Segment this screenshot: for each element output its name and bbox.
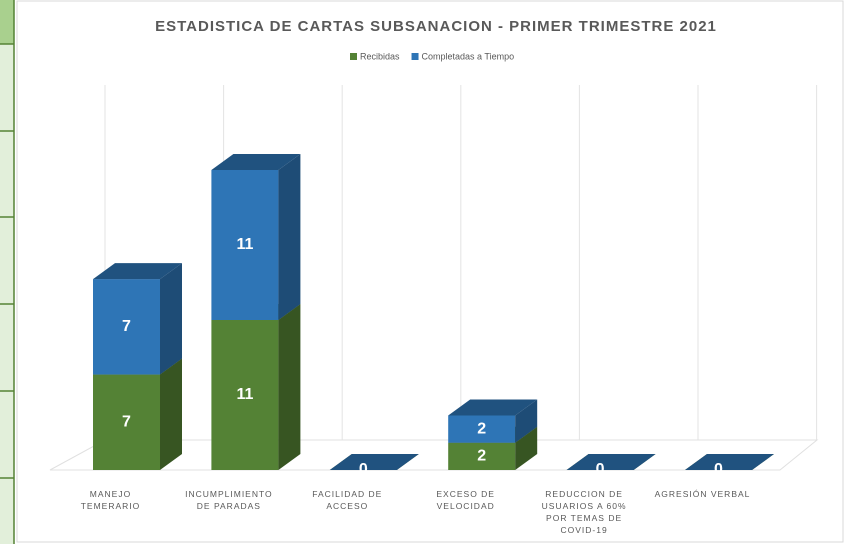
data-label: 0 <box>714 461 723 478</box>
data-label: 11 <box>236 386 253 403</box>
legend-label: Recibidas <box>360 51 400 61</box>
data-label: 7 <box>122 413 131 430</box>
bar-side <box>160 358 182 470</box>
bar-side <box>278 154 301 320</box>
sheet-strip <box>0 0 14 544</box>
bar-top <box>93 263 182 280</box>
bar-top <box>329 454 419 470</box>
x-tick-label: EXCESO DE VELOCIDAD <box>436 489 495 511</box>
sheet-cells <box>0 0 15 544</box>
bar-front <box>211 170 279 320</box>
legend-swatch <box>411 53 419 60</box>
x-tick-label: AGRESIÓN VERBAL <box>654 489 751 499</box>
bar-front <box>211 320 279 470</box>
x-tick-label: INCUMPLIMIENTO DE PARADAS <box>185 489 273 511</box>
data-label: 0 <box>359 461 368 478</box>
data-label: 7 <box>122 318 131 335</box>
legend-label: Completadas a Tiempo <box>422 51 515 61</box>
bar-side <box>515 399 538 443</box>
bar-front <box>93 374 160 470</box>
bar-top <box>685 454 774 470</box>
bar-front <box>448 415 516 443</box>
bar-side <box>515 426 538 470</box>
x-tick-label: REDUCCION DE USUARIOS A 60% POR TEMAS DE… <box>541 489 627 535</box>
chart-title: ESTADISTICA DE CARTAS SUBSANACION - PRIM… <box>155 18 717 35</box>
legend-swatch <box>350 53 357 60</box>
bar-top <box>448 399 538 416</box>
data-label: 11 <box>236 236 253 253</box>
data-label: 0 <box>596 461 605 478</box>
bar-top <box>211 154 301 170</box>
bar-front <box>448 442 516 470</box>
sheet-cell <box>0 0 14 44</box>
x-tick-label: FACILIDAD DE ACCESO <box>312 489 383 511</box>
bar-front <box>93 279 160 375</box>
bar-top <box>566 454 656 470</box>
bar-side <box>278 304 301 470</box>
x-tick-label: MANEJO TEMERARIO <box>80 489 141 511</box>
bar-side <box>160 263 182 375</box>
data-label: 2 <box>477 448 486 465</box>
data-label: 2 <box>477 420 486 437</box>
